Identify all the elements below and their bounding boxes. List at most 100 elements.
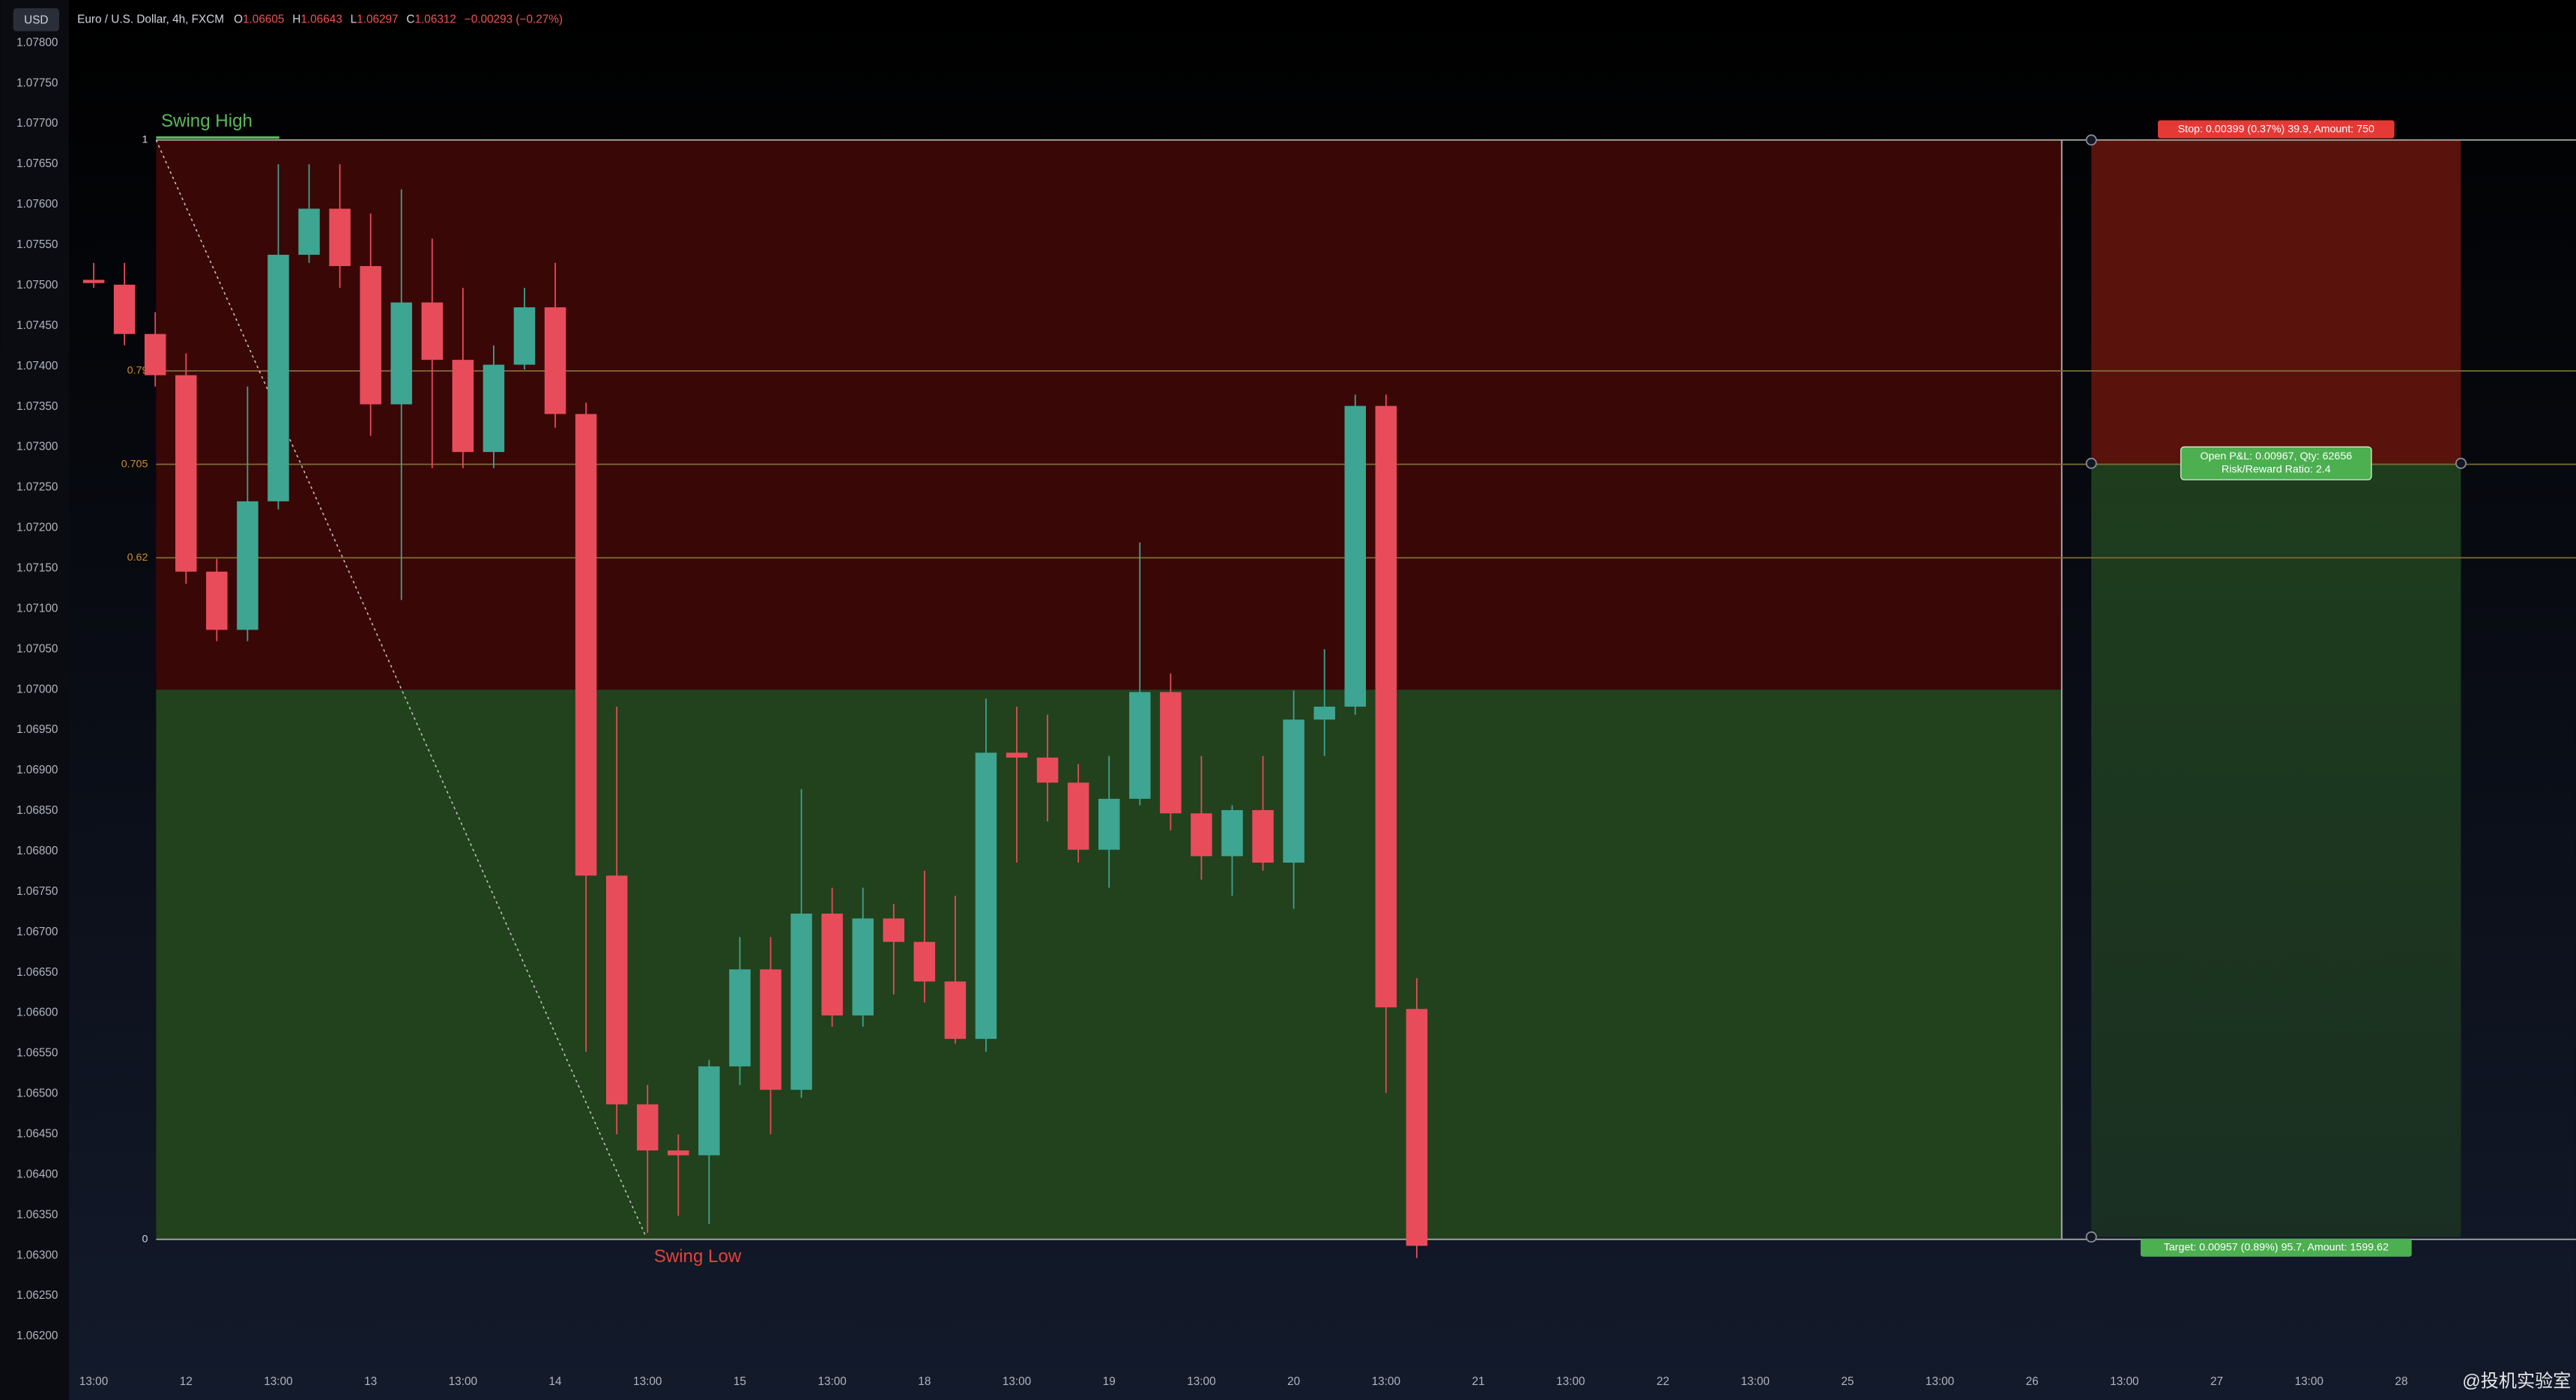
y-tick-label: 1.06350 xyxy=(16,1208,58,1221)
x-tick-label: 13:00 xyxy=(2110,1375,2138,1388)
x-tick-label: 13:00 xyxy=(79,1375,108,1388)
swing-low-label: Swing Low xyxy=(654,1246,742,1267)
x-tick-label: 13:00 xyxy=(2295,1375,2323,1388)
target-label: Target: 0.00957 (0.89%) 95.7, Amount: 15… xyxy=(2164,1241,2389,1253)
header-legend: Euro / U.S. Dollar, 4h, FXCM O1.06605 H1… xyxy=(77,13,563,25)
y-tick-label: 1.06550 xyxy=(16,1047,58,1060)
y-tick-label: 1.06300 xyxy=(16,1249,58,1261)
y-tick-label: 1.06850 xyxy=(16,804,58,817)
candle-body xyxy=(760,969,781,1090)
candle-body xyxy=(790,913,812,1090)
candle-body xyxy=(698,1066,720,1156)
candle-body xyxy=(1252,809,1274,863)
y-tick-label: 1.07800 xyxy=(16,36,58,49)
y-tick-label: 1.07150 xyxy=(16,561,58,574)
price-axis-strip xyxy=(0,0,70,1400)
candle-body xyxy=(1006,752,1028,758)
candle-body xyxy=(1406,1009,1428,1246)
close: 1.06312 xyxy=(415,13,456,25)
x-tick-label: 28 xyxy=(2395,1375,2407,1388)
target-label-box xyxy=(2140,1238,2412,1257)
candle-body xyxy=(483,364,505,453)
stop-label-box xyxy=(2157,120,2395,139)
x-tick-label: 13:00 xyxy=(1741,1375,1769,1388)
x-tick-label: 15 xyxy=(734,1375,746,1388)
open-label: O xyxy=(234,13,243,25)
candle-body xyxy=(82,280,105,283)
low-label: L xyxy=(351,13,357,25)
candle-body xyxy=(1191,813,1212,857)
candle-body xyxy=(1344,405,1366,707)
rr-label: Risk/Reward Ratio: 2.4 xyxy=(2222,464,2331,476)
candle-body xyxy=(298,208,320,255)
position-handle xyxy=(2085,457,2097,469)
close-label: C xyxy=(406,13,414,25)
x-tick-label: 13:00 xyxy=(1926,1375,1954,1388)
candle-body xyxy=(544,307,566,414)
candle-body xyxy=(144,334,166,375)
y-tick-label: 1.06750 xyxy=(16,885,58,898)
swing-high-label: Swing High xyxy=(161,111,253,131)
candle-body xyxy=(1129,692,1151,799)
x-tick-label: 13:00 xyxy=(1556,1375,1585,1388)
target-zone xyxy=(2091,463,2461,1237)
candle-body xyxy=(668,1150,689,1156)
candle-body xyxy=(329,208,351,267)
y-tick-label: 1.06450 xyxy=(16,1127,58,1140)
change: −0.00293 (−0.27%) xyxy=(465,13,563,25)
high: 1.06643 xyxy=(300,13,342,25)
x-tick-label: 13:00 xyxy=(1187,1375,1215,1388)
y-tick-label: 1.07500 xyxy=(16,279,58,292)
candle-body xyxy=(852,918,874,1016)
candle-body xyxy=(237,501,258,630)
x-tick-label: 13 xyxy=(364,1375,377,1388)
x-tick-label: 27 xyxy=(2210,1375,2223,1388)
candle-body xyxy=(1067,782,1089,850)
y-tick-label: 1.06800 xyxy=(16,845,58,857)
currency-badge[interactable] xyxy=(13,7,60,31)
x-tick-label: 25 xyxy=(1841,1375,1854,1388)
y-tick-label: 1.06900 xyxy=(16,764,58,776)
candle-body xyxy=(267,254,289,501)
x-tick-label: 14 xyxy=(549,1375,563,1388)
x-tick-label: 19 xyxy=(1103,1375,1116,1388)
candle-body xyxy=(113,284,136,334)
candle-body xyxy=(513,307,536,365)
plot: 1 0.79 0.705 0.62 0 Swing High Swing Low 1.0780… xyxy=(16,36,2576,1388)
y-tick-label: 1.06200 xyxy=(16,1330,58,1342)
fib-upper-zone xyxy=(156,139,2062,690)
x-tick-label: 22 xyxy=(1657,1375,1669,1388)
candle-body xyxy=(1313,706,1335,720)
candle-body xyxy=(729,969,751,1066)
swing-diagonal xyxy=(155,139,647,1237)
candle-body xyxy=(1036,757,1059,783)
fib-level-label: 0 xyxy=(142,1233,148,1245)
y-tick-label: 1.06950 xyxy=(16,723,58,736)
position-handle xyxy=(2455,457,2467,469)
pnl-label: Open P&L: 0.00967, Qty: 62656 xyxy=(2200,450,2352,462)
stop-label: Stop: 0.00399 (0.37%) 39.9, Amount: 750 xyxy=(2178,123,2374,135)
y-tick-label: 1.07100 xyxy=(16,602,58,615)
y-tick-label: 1.06650 xyxy=(16,966,58,979)
candle-body xyxy=(821,913,843,1016)
candle-body xyxy=(421,302,444,360)
y-tick-label: 1.06400 xyxy=(16,1168,58,1180)
x-tick-label: 13:00 xyxy=(1372,1375,1400,1388)
y-tick-label: 1.07000 xyxy=(16,683,58,696)
y-tick-label: 1.07600 xyxy=(16,198,58,211)
stop-zone xyxy=(2091,139,2461,464)
x-tick-label: 13:00 xyxy=(264,1375,292,1388)
candle-body xyxy=(913,941,936,982)
candle-body xyxy=(1098,798,1120,850)
candle-body xyxy=(944,981,967,1040)
y-tick-label: 1.07250 xyxy=(16,481,58,494)
y-tick-label: 1.07300 xyxy=(16,441,58,453)
candle-body xyxy=(575,414,597,876)
candle-body xyxy=(1221,809,1243,857)
position-handle xyxy=(2085,134,2097,146)
fib-level-label: 0.705 xyxy=(121,458,148,470)
watermark: @投机实验室 xyxy=(2462,1371,2571,1391)
position-handle xyxy=(2085,1231,2097,1243)
